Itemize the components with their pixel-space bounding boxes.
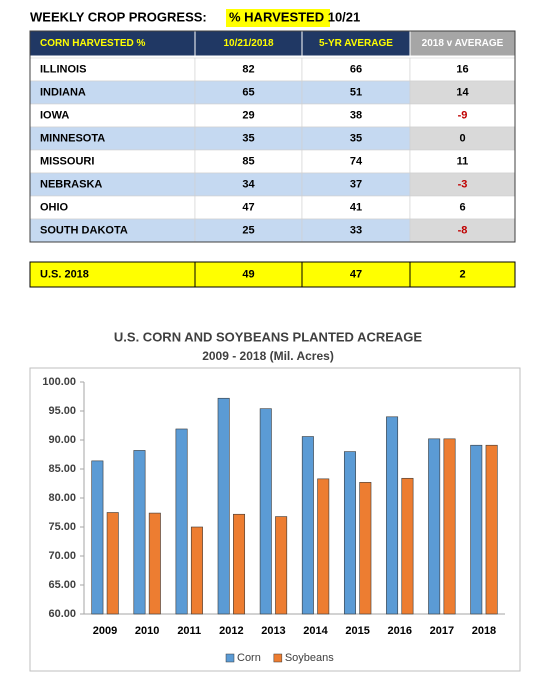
- bar: [343, 451, 356, 615]
- cell-value: -8: [458, 224, 468, 236]
- y-tick-label: 90.00: [48, 434, 76, 446]
- cell-value: 34: [242, 178, 255, 190]
- row-label: MINNESOTA: [40, 132, 105, 144]
- bar: [133, 450, 146, 615]
- column-header: 2018 v AVERAGE: [422, 38, 504, 49]
- bar: [217, 397, 230, 615]
- header-cell: [301, 30, 411, 57]
- y-tick-label: 95.00: [48, 405, 76, 417]
- bar: [175, 428, 188, 615]
- cell-value: 33: [350, 224, 362, 236]
- x-tick-label: 2011: [177, 625, 201, 637]
- y-tick-label: 65.00: [48, 579, 76, 591]
- bar: [470, 444, 483, 615]
- title-highlight-bg: [226, 9, 330, 27]
- bar: [317, 478, 330, 615]
- chart-title: U.S. CORN AND SOYBEANS PLANTED ACREAGE: [114, 329, 423, 344]
- cell-value: 6: [459, 201, 465, 213]
- y-tick-label: 80.00: [48, 492, 76, 504]
- bar: [401, 477, 414, 615]
- cell-value: 25: [242, 224, 254, 236]
- cell-value: 29: [242, 109, 254, 121]
- y-tick-label: 60.00: [48, 608, 76, 620]
- x-tick-label: 2014: [303, 625, 328, 637]
- total-value: 49: [242, 268, 254, 280]
- legend-swatch: [273, 653, 283, 663]
- row-label: OHIO: [40, 201, 69, 213]
- x-tick-label: 2013: [261, 625, 285, 637]
- bar: [190, 526, 203, 615]
- row-label: IOWA: [40, 109, 69, 121]
- bar: [485, 444, 498, 615]
- y-tick-label: 70.00: [48, 550, 76, 562]
- table-border: [29, 30, 516, 243]
- column-header: 10/21/2018: [223, 38, 273, 49]
- total-label: U.S. 2018: [40, 268, 89, 280]
- bar: [428, 438, 441, 615]
- x-tick-label: 2012: [219, 625, 243, 637]
- legend-label: Soybeans: [285, 652, 334, 664]
- cell-value: 85: [242, 155, 254, 167]
- y-tick-label: 75.00: [48, 521, 76, 533]
- bar: [91, 460, 104, 615]
- cell-value: 16: [456, 63, 468, 75]
- bar: [148, 512, 161, 615]
- bar: [106, 512, 119, 615]
- x-tick-label: 2018: [472, 625, 496, 637]
- cell-value: 11: [457, 155, 469, 167]
- header-cell: [409, 30, 516, 57]
- bar: [443, 438, 456, 615]
- row-label: ILLINOIS: [40, 63, 86, 75]
- legend-label: Corn: [237, 652, 261, 664]
- cell-value: 35: [242, 132, 254, 144]
- column-header: 5-YR AVERAGE: [319, 38, 393, 49]
- total-cell: [409, 261, 516, 288]
- x-tick-label: 2015: [345, 625, 369, 637]
- cell-value: 74: [350, 155, 363, 167]
- bar: [259, 408, 272, 615]
- row-label: SOUTH DAKOTA: [40, 224, 128, 236]
- cell-value: -9: [458, 109, 468, 121]
- chart-frame: [29, 367, 521, 672]
- y-tick-label: 85.00: [48, 463, 76, 475]
- cell-value: 51: [350, 86, 362, 98]
- x-tick-label: 2010: [135, 625, 159, 637]
- legend-swatch: [225, 653, 235, 663]
- cell-value: 41: [350, 201, 362, 213]
- total-cell: [301, 261, 411, 288]
- total-value: 47: [350, 268, 362, 280]
- row-label: NEBRASKA: [40, 178, 102, 190]
- column-header: CORN HARVESTED %: [40, 38, 145, 49]
- cell-value: 14: [456, 86, 469, 98]
- x-tick-label: 2017: [430, 625, 454, 637]
- cell-value: 0: [459, 132, 465, 144]
- cell-value: 66: [350, 63, 362, 75]
- cell-value: 47: [242, 201, 254, 213]
- bar: [275, 516, 288, 615]
- bar: [301, 436, 314, 615]
- total-value: 2: [459, 268, 465, 280]
- cell-value: -3: [458, 178, 468, 190]
- cell-value: 82: [242, 63, 254, 75]
- row-label: MISSOURI: [40, 155, 94, 167]
- y-tick-label: 100.00: [42, 376, 76, 388]
- total-cell: [194, 261, 303, 288]
- bar: [359, 482, 372, 615]
- page-title-highlight: % HARVESTED 10/21: [229, 9, 360, 24]
- cell-value: 35: [350, 132, 362, 144]
- total-cell: [29, 261, 196, 288]
- x-tick-label: 2016: [388, 625, 412, 637]
- page-title: WEEKLY CROP PROGRESS:: [30, 9, 207, 24]
- cell-value: 65: [242, 86, 254, 98]
- bar: [233, 513, 246, 615]
- cell-value: 38: [350, 109, 362, 121]
- x-tick-label: 2009: [93, 625, 117, 637]
- row-label: INDIANA: [40, 86, 86, 98]
- cell-value: 37: [350, 178, 362, 190]
- bar: [386, 416, 399, 615]
- chart-subtitle: 2009 - 2018 (Mil. Acres): [202, 349, 334, 363]
- header-cell: [29, 30, 196, 57]
